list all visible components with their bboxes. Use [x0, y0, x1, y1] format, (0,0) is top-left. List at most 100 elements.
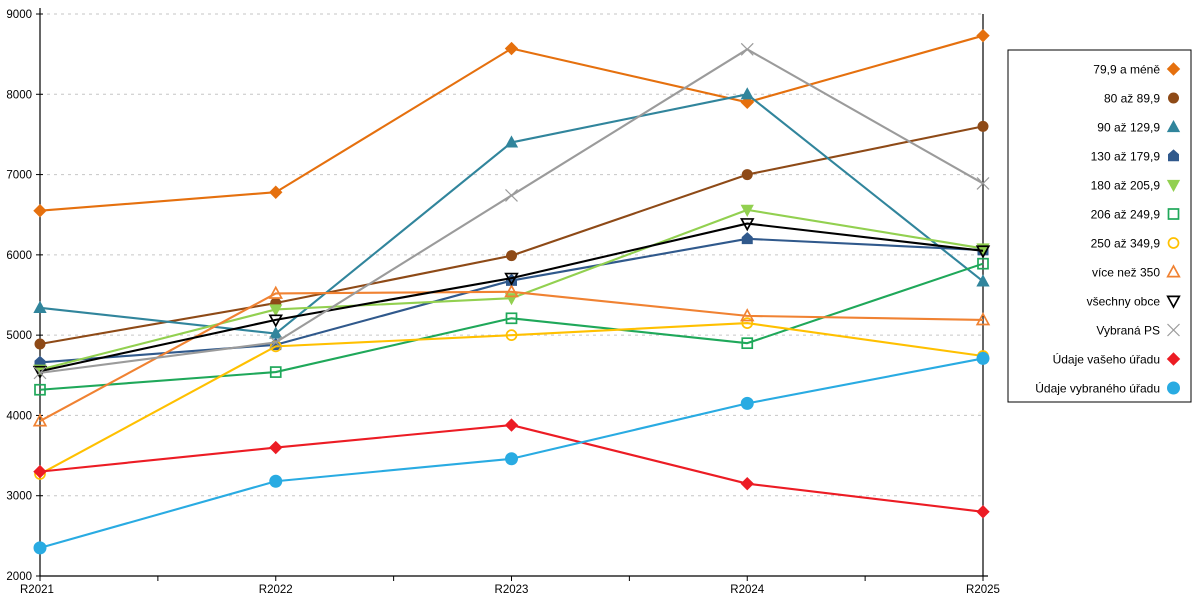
legend-marker[interactable]: [1167, 208, 1180, 220]
legend-item[interactable]: Vybraná PS: [1096, 323, 1180, 338]
series-2: [34, 120, 989, 350]
legend-item[interactable]: 180 až 205,9: [1091, 179, 1181, 193]
data-point[interactable]: [740, 396, 754, 410]
data-point[interactable]: [506, 250, 517, 262]
data-point[interactable]: [741, 232, 753, 245]
legend-item-label: Vybraná PS: [1096, 324, 1160, 338]
data-point[interactable]: [33, 366, 47, 380]
data-point[interactable]: [34, 383, 46, 396]
data-point[interactable]: [740, 476, 754, 491]
legend-item-label: Údaje vašeho úřadu: [1053, 352, 1160, 367]
legend-item-label: 206 až 249,9: [1091, 208, 1161, 222]
data-point[interactable]: [34, 338, 46, 350]
data-point[interactable]: [740, 42, 754, 56]
y-tick-label: 5000: [6, 330, 32, 342]
legend-marker[interactable]: [1167, 323, 1180, 337]
legend-marker[interactable]: [1167, 237, 1180, 249]
legend-item-label: 180 až 205,9: [1091, 179, 1161, 193]
series-group: [32, 28, 991, 555]
x-tick-label: R2023: [495, 584, 529, 596]
data-point[interactable]: [268, 314, 283, 328]
legend-item[interactable]: 206 až 249,9: [1091, 208, 1180, 222]
legend-marker[interactable]: [1166, 179, 1181, 193]
legend-item[interactable]: Údaje vybraného úřadu: [1035, 381, 1180, 396]
legend-item-label: všechny obce: [1087, 295, 1161, 309]
data-point[interactable]: [269, 474, 283, 488]
legend-marker[interactable]: [1166, 295, 1181, 309]
data-point[interactable]: [504, 41, 519, 56]
y-tick-label: 8000: [6, 89, 32, 101]
legend-marker[interactable]: [1168, 92, 1179, 104]
data-point[interactable]: [33, 203, 47, 218]
legend-item[interactable]: 130 až 179,9: [1091, 149, 1179, 164]
legend-item[interactable]: všechny obce: [1087, 295, 1181, 309]
legend-item[interactable]: 90 až 129,9: [1097, 119, 1181, 135]
data-point[interactable]: [740, 308, 755, 322]
data-point[interactable]: [977, 257, 989, 270]
data-point[interactable]: [33, 464, 47, 479]
data-point[interactable]: [505, 329, 518, 341]
y-tick-label: 3000: [6, 491, 32, 503]
series-line: [39, 322, 984, 475]
series-10: [33, 42, 990, 380]
legend-marker[interactable]: [1166, 352, 1181, 366]
legend-item[interactable]: 79,9 a méně: [1093, 62, 1181, 77]
data-point[interactable]: [269, 304, 283, 317]
data-point[interactable]: [976, 176, 990, 190]
series-9: [32, 218, 991, 380]
data-point[interactable]: [976, 28, 990, 43]
data-point[interactable]: [268, 285, 283, 299]
data-point[interactable]: [269, 335, 283, 349]
x-tick-label: R2025: [966, 584, 1000, 596]
data-point[interactable]: [505, 189, 518, 202]
y-tick-label: 4000: [6, 410, 32, 422]
data-point[interactable]: [504, 284, 519, 298]
data-point[interactable]: [976, 274, 990, 287]
legend-item-label: 79,9 a méně: [1093, 63, 1160, 77]
series-11: [33, 418, 990, 519]
data-point[interactable]: [269, 185, 283, 199]
data-point[interactable]: [741, 317, 754, 329]
data-point[interactable]: [505, 312, 518, 325]
data-point[interactable]: [740, 204, 754, 217]
data-point[interactable]: [269, 366, 282, 378]
x-tick-label: R2021: [20, 584, 54, 596]
x-tick-label: R2022: [259, 584, 293, 596]
data-point[interactable]: [740, 87, 754, 100]
data-point[interactable]: [269, 440, 283, 455]
data-point[interactable]: [975, 245, 991, 259]
legend-item[interactable]: 250 až 349,9: [1091, 237, 1180, 251]
data-point[interactable]: [33, 541, 47, 555]
legend-marker[interactable]: [1167, 381, 1180, 395]
series-line: [39, 34, 984, 212]
y-tick-label: 9000: [6, 9, 32, 21]
data-point[interactable]: [976, 351, 990, 365]
data-point[interactable]: [977, 120, 989, 132]
series-3: [33, 87, 990, 339]
data-point[interactable]: [976, 505, 990, 519]
legend-box: [1007, 49, 1192, 403]
data-point[interactable]: [741, 337, 754, 350]
legend-item[interactable]: více než 350: [1092, 264, 1181, 280]
legend-item[interactable]: Údaje vašeho úřadu: [1053, 352, 1181, 367]
legend-marker[interactable]: [1166, 62, 1181, 76]
series-line: [39, 48, 984, 374]
legend-item-label: 80 až 89,9: [1104, 92, 1160, 106]
data-point[interactable]: [505, 452, 518, 466]
legend-item-label: 90 až 129,9: [1097, 121, 1160, 135]
x-tick-label: R2024: [730, 584, 764, 596]
data-point[interactable]: [504, 418, 519, 432]
data-point[interactable]: [740, 218, 755, 232]
legend-marker[interactable]: [1166, 119, 1181, 133]
data-point[interactable]: [741, 169, 753, 181]
data-point[interactable]: [33, 300, 47, 313]
legend-marker[interactable]: [1168, 149, 1179, 162]
data-point[interactable]: [975, 312, 991, 326]
data-point[interactable]: [32, 413, 48, 427]
data-point[interactable]: [504, 135, 519, 148]
data-point[interactable]: [504, 272, 519, 286]
legend-marker[interactable]: [1166, 264, 1181, 278]
legend-item-label: více než 350: [1092, 266, 1160, 280]
legend-item[interactable]: 80 až 89,9: [1104, 92, 1179, 106]
